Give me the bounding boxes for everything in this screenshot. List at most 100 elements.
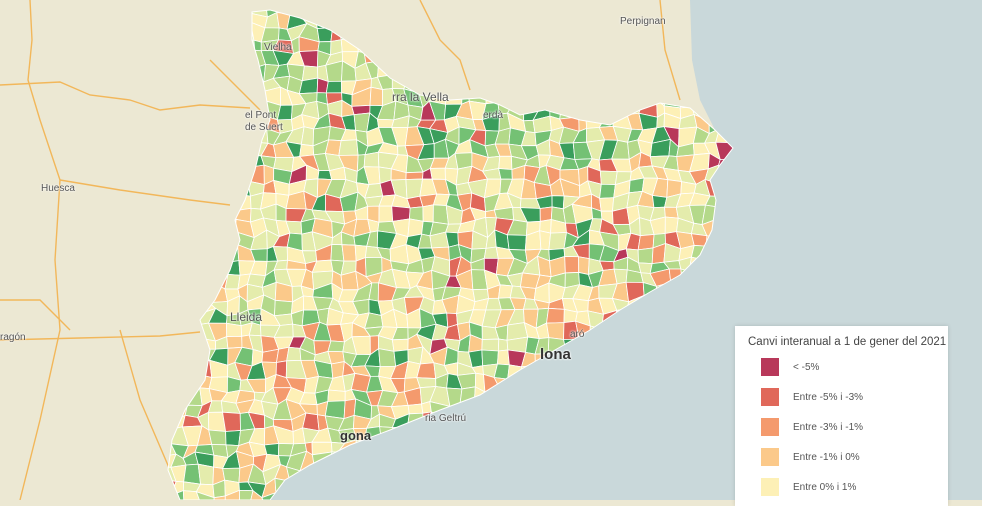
municipality[interactable] [486, 0, 497, 15]
municipality[interactable] [212, 143, 228, 155]
municipality[interactable] [197, 180, 215, 197]
municipality[interactable] [196, 51, 217, 68]
municipality[interactable] [223, 139, 238, 153]
municipality[interactable] [156, 262, 171, 278]
municipality[interactable] [213, 11, 227, 26]
municipality[interactable] [327, 2, 343, 16]
municipality[interactable] [611, 104, 628, 117]
municipality[interactable] [507, 79, 528, 96]
municipality[interactable] [624, 25, 644, 42]
municipality[interactable] [441, 9, 459, 30]
municipality[interactable] [522, 10, 542, 25]
municipality[interactable] [199, 153, 216, 173]
municipality[interactable] [623, 87, 642, 108]
municipality[interactable] [208, 429, 227, 446]
municipality[interactable] [614, 36, 631, 53]
municipality[interactable] [214, 220, 229, 234]
municipality[interactable] [222, 63, 239, 80]
municipality[interactable] [357, 35, 371, 54]
municipality[interactable] [157, 138, 175, 159]
municipality[interactable] [226, 322, 243, 338]
municipality[interactable] [169, 11, 191, 30]
municipality[interactable] [187, 141, 201, 158]
municipality[interactable] [564, 256, 580, 274]
municipality[interactable] [573, 35, 593, 56]
municipality[interactable] [639, 35, 657, 56]
municipality[interactable] [169, 206, 188, 224]
municipality[interactable] [603, 61, 617, 80]
municipality[interactable] [363, 151, 380, 168]
municipality[interactable] [225, 166, 239, 184]
municipality[interactable] [312, 0, 331, 17]
municipality[interactable] [441, 22, 459, 42]
municipality[interactable] [196, 35, 217, 56]
municipality[interactable] [396, 21, 407, 43]
municipality[interactable] [533, 39, 548, 54]
municipality[interactable] [159, 22, 178, 42]
municipality[interactable] [539, 0, 553, 15]
municipality[interactable] [585, 100, 606, 119]
municipality[interactable] [183, 0, 204, 18]
municipality[interactable] [182, 217, 199, 238]
municipality[interactable] [222, 218, 237, 233]
municipality[interactable] [163, 415, 178, 431]
municipality[interactable] [324, 139, 342, 156]
municipality[interactable] [183, 168, 203, 187]
municipality[interactable] [195, 491, 215, 500]
municipality[interactable] [162, 246, 175, 264]
municipality[interactable] [185, 87, 204, 106]
municipality[interactable] [198, 127, 214, 146]
municipality[interactable] [640, 87, 658, 108]
municipality[interactable] [510, 62, 528, 81]
municipality[interactable] [220, 2, 241, 13]
municipality[interactable] [223, 128, 238, 147]
municipality[interactable] [171, 192, 188, 212]
municipality[interactable] [405, 63, 424, 80]
municipality[interactable] [599, 183, 616, 199]
municipality[interactable] [197, 232, 216, 250]
municipality[interactable] [493, 10, 512, 31]
municipality[interactable] [159, 75, 177, 95]
municipality[interactable] [157, 127, 171, 144]
municipality[interactable] [225, 430, 241, 447]
municipality[interactable] [480, 35, 501, 56]
municipality[interactable] [248, 78, 265, 92]
municipality[interactable] [546, 322, 565, 340]
municipality[interactable] [200, 282, 215, 304]
municipality[interactable] [235, 10, 253, 27]
municipality[interactable] [585, 62, 607, 80]
municipality[interactable] [493, 79, 512, 96]
municipality[interactable] [574, 0, 594, 12]
municipality[interactable] [236, 50, 256, 69]
municipality[interactable] [224, 489, 241, 500]
municipality[interactable] [494, 27, 516, 40]
municipality[interactable] [235, 0, 253, 15]
municipality[interactable] [187, 270, 202, 290]
municipality[interactable] [209, 112, 229, 129]
municipality[interactable] [545, 22, 567, 43]
municipality[interactable] [159, 361, 171, 379]
municipality[interactable] [185, 48, 202, 68]
municipality[interactable] [235, 87, 252, 106]
municipality[interactable] [174, 179, 185, 194]
municipality[interactable] [209, 127, 228, 147]
municipality[interactable] [161, 153, 176, 171]
municipality[interactable] [326, 13, 340, 30]
municipality[interactable] [481, 338, 500, 352]
municipality[interactable] [365, 25, 386, 41]
municipality[interactable] [493, 0, 512, 12]
municipality[interactable] [455, 9, 471, 30]
municipality[interactable] [429, 167, 446, 180]
municipality[interactable] [168, 114, 188, 131]
municipality[interactable] [480, 27, 500, 39]
municipality[interactable] [369, 86, 383, 107]
municipality[interactable] [173, 36, 190, 50]
municipality[interactable] [212, 0, 227, 15]
municipality[interactable] [174, 168, 185, 185]
municipality[interactable] [156, 3, 171, 13]
municipality[interactable] [380, 25, 398, 41]
municipality[interactable] [610, 0, 632, 17]
municipality[interactable] [455, 61, 475, 75]
municipality[interactable] [364, 0, 386, 13]
municipality[interactable] [169, 0, 191, 18]
